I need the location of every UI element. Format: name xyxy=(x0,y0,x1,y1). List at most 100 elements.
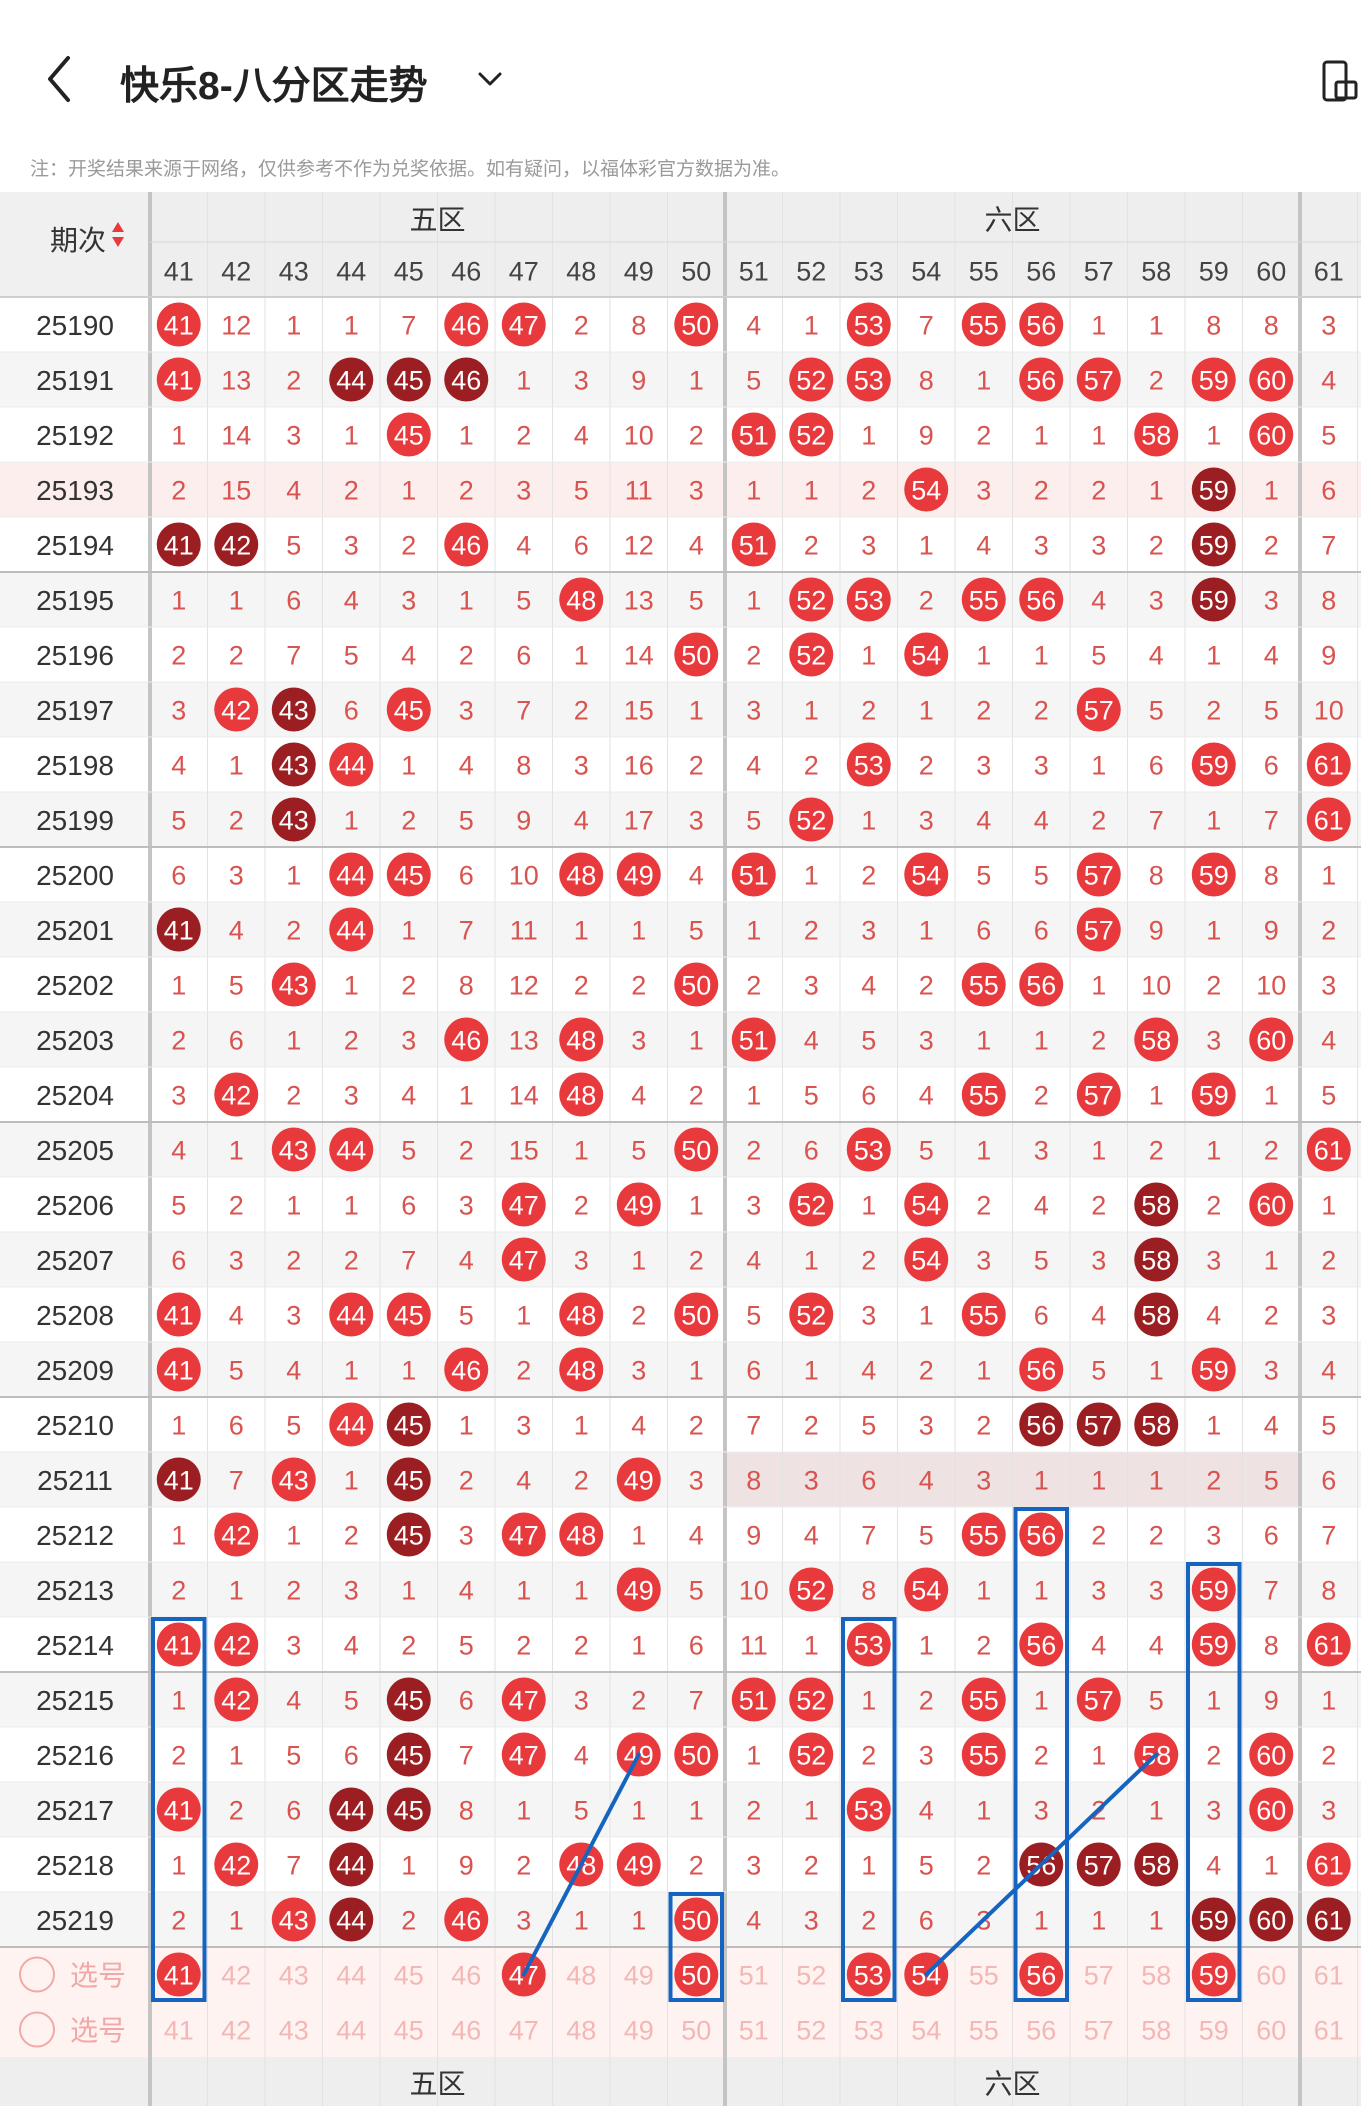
hit-ball-50 xyxy=(674,302,719,347)
miss-count: 7 xyxy=(861,1521,876,1551)
miss-count: 3 xyxy=(1206,1026,1221,1056)
miss-count: 1 xyxy=(171,1411,186,1441)
miss-count: 7 xyxy=(516,696,531,726)
miss-count: 2 xyxy=(861,1246,876,1276)
miss-count: 5 xyxy=(919,1521,934,1551)
pick-radio[interactable] xyxy=(19,2011,55,2048)
chevron-down-icon[interactable] xyxy=(470,60,510,100)
miss-count: 1 xyxy=(344,806,359,836)
miss-count: 4 xyxy=(1034,806,1049,836)
pick-option-45: 45 xyxy=(394,1961,424,1991)
miss-count: 4 xyxy=(286,1686,301,1716)
miss-count: 1 xyxy=(574,1906,589,1936)
miss-count: 2 xyxy=(1091,1521,1106,1551)
hit-ball-58 xyxy=(1134,412,1179,457)
miss-count: 7 xyxy=(459,916,474,946)
miss-count: 6 xyxy=(1149,751,1164,781)
annotation-box xyxy=(1013,1507,1069,2002)
hit-ball-41 xyxy=(156,302,201,347)
pick-ball-41[interactable] xyxy=(156,1952,201,1997)
miss-count: 2 xyxy=(861,476,876,506)
sort-down-icon[interactable] xyxy=(112,237,124,247)
pick-option-51: 51 xyxy=(739,2016,769,2046)
hit-ball-61 xyxy=(1306,742,1351,787)
miss-count: 5 xyxy=(1149,1686,1164,1716)
miss-count: 1 xyxy=(1091,751,1106,781)
pick-ball-53[interactable] xyxy=(846,1952,891,1997)
miss-count: 7 xyxy=(1321,1521,1336,1551)
miss-count: 6 xyxy=(344,1741,359,1771)
sort-icon[interactable] xyxy=(112,222,124,247)
miss-count: 7 xyxy=(401,311,416,341)
hit-ball-58 xyxy=(1134,1237,1179,1282)
hit-number: 45 xyxy=(394,366,424,396)
miss-count: 6 xyxy=(746,1356,761,1386)
hit-number: 41 xyxy=(164,916,194,946)
miss-count: 2 xyxy=(919,586,934,616)
miss-count: 2 xyxy=(171,1741,186,1771)
miss-count: 2 xyxy=(689,1411,704,1441)
column-header-42: 42 xyxy=(221,257,251,287)
pick-ball-59[interactable] xyxy=(1191,1952,1236,1997)
miss-count: 1 xyxy=(171,586,186,616)
table-row xyxy=(0,1177,1361,1232)
hit-number: 56 xyxy=(1026,971,1056,1001)
miss-count: 2 xyxy=(1206,1466,1221,1496)
miss-count: 3 xyxy=(459,1521,474,1551)
miss-count: 3 xyxy=(746,1191,761,1221)
table-row xyxy=(0,792,1361,847)
miss-count: 1 xyxy=(344,311,359,341)
pick-ball-50[interactable] xyxy=(674,1952,719,1997)
miss-count: 2 xyxy=(229,1191,244,1221)
miss-count: 13 xyxy=(509,1026,539,1056)
hit-number: 45 xyxy=(394,1466,424,1496)
column-header-53: 53 xyxy=(854,257,884,287)
hit-ball-52 xyxy=(789,1732,834,1777)
pick-option-61: 61 xyxy=(1314,1961,1344,1991)
hit-number: 43 xyxy=(279,806,309,836)
miss-count: 5 xyxy=(919,1851,934,1881)
screen-rotate-icon[interactable] xyxy=(1320,58,1360,106)
miss-count: 17 xyxy=(624,806,654,836)
miss-count: 15 xyxy=(221,476,251,506)
miss-count: 1 xyxy=(976,641,991,671)
hit-number: 41 xyxy=(164,366,194,396)
miss-count: 1 xyxy=(171,1686,186,1716)
back-icon[interactable] xyxy=(40,52,80,107)
miss-count: 6 xyxy=(229,1026,244,1056)
period-cell: 25212 xyxy=(36,1520,114,1551)
miss-count: 4 xyxy=(919,1081,934,1111)
pick-ball-56[interactable] xyxy=(1019,1952,1064,1997)
miss-count: 3 xyxy=(976,751,991,781)
period-cell: 25206 xyxy=(36,1190,114,1221)
miss-count: 2 xyxy=(861,696,876,726)
miss-count: 3 xyxy=(804,1466,819,1496)
miss-count: 4 xyxy=(229,916,244,946)
zone-header: 五区 xyxy=(409,205,465,236)
hit-number: 59 xyxy=(1199,1356,1229,1386)
hit-number: 51 xyxy=(739,531,769,561)
hit-ball-61 xyxy=(1306,1622,1351,1667)
miss-count: 3 xyxy=(1149,1576,1164,1606)
hit-number: 45 xyxy=(394,861,424,891)
miss-count: 1 xyxy=(574,1411,589,1441)
miss-count: 1 xyxy=(976,1026,991,1056)
miss-count: 8 xyxy=(1321,1576,1336,1606)
hit-ball-42 xyxy=(214,1512,259,1557)
miss-count: 2 xyxy=(401,806,416,836)
hit-number: 41 xyxy=(164,531,194,561)
hit-number: 45 xyxy=(394,421,424,451)
hit-ball-45 xyxy=(386,1292,431,1337)
hit-number: 53 xyxy=(854,586,884,616)
pick-radio[interactable] xyxy=(19,1956,55,1993)
hit-ball-48 xyxy=(559,577,604,622)
hit-ball-57 xyxy=(1076,852,1121,897)
miss-count: 2 xyxy=(976,1191,991,1221)
hit-ball-42 xyxy=(214,687,259,732)
hit-number: 55 xyxy=(969,1741,999,1771)
miss-count: 2 xyxy=(1091,806,1106,836)
miss-count: 1 xyxy=(1149,476,1164,506)
miss-count: 11 xyxy=(625,476,653,506)
sort-up-icon[interactable] xyxy=(112,222,124,232)
miss-count: 5 xyxy=(689,586,704,616)
